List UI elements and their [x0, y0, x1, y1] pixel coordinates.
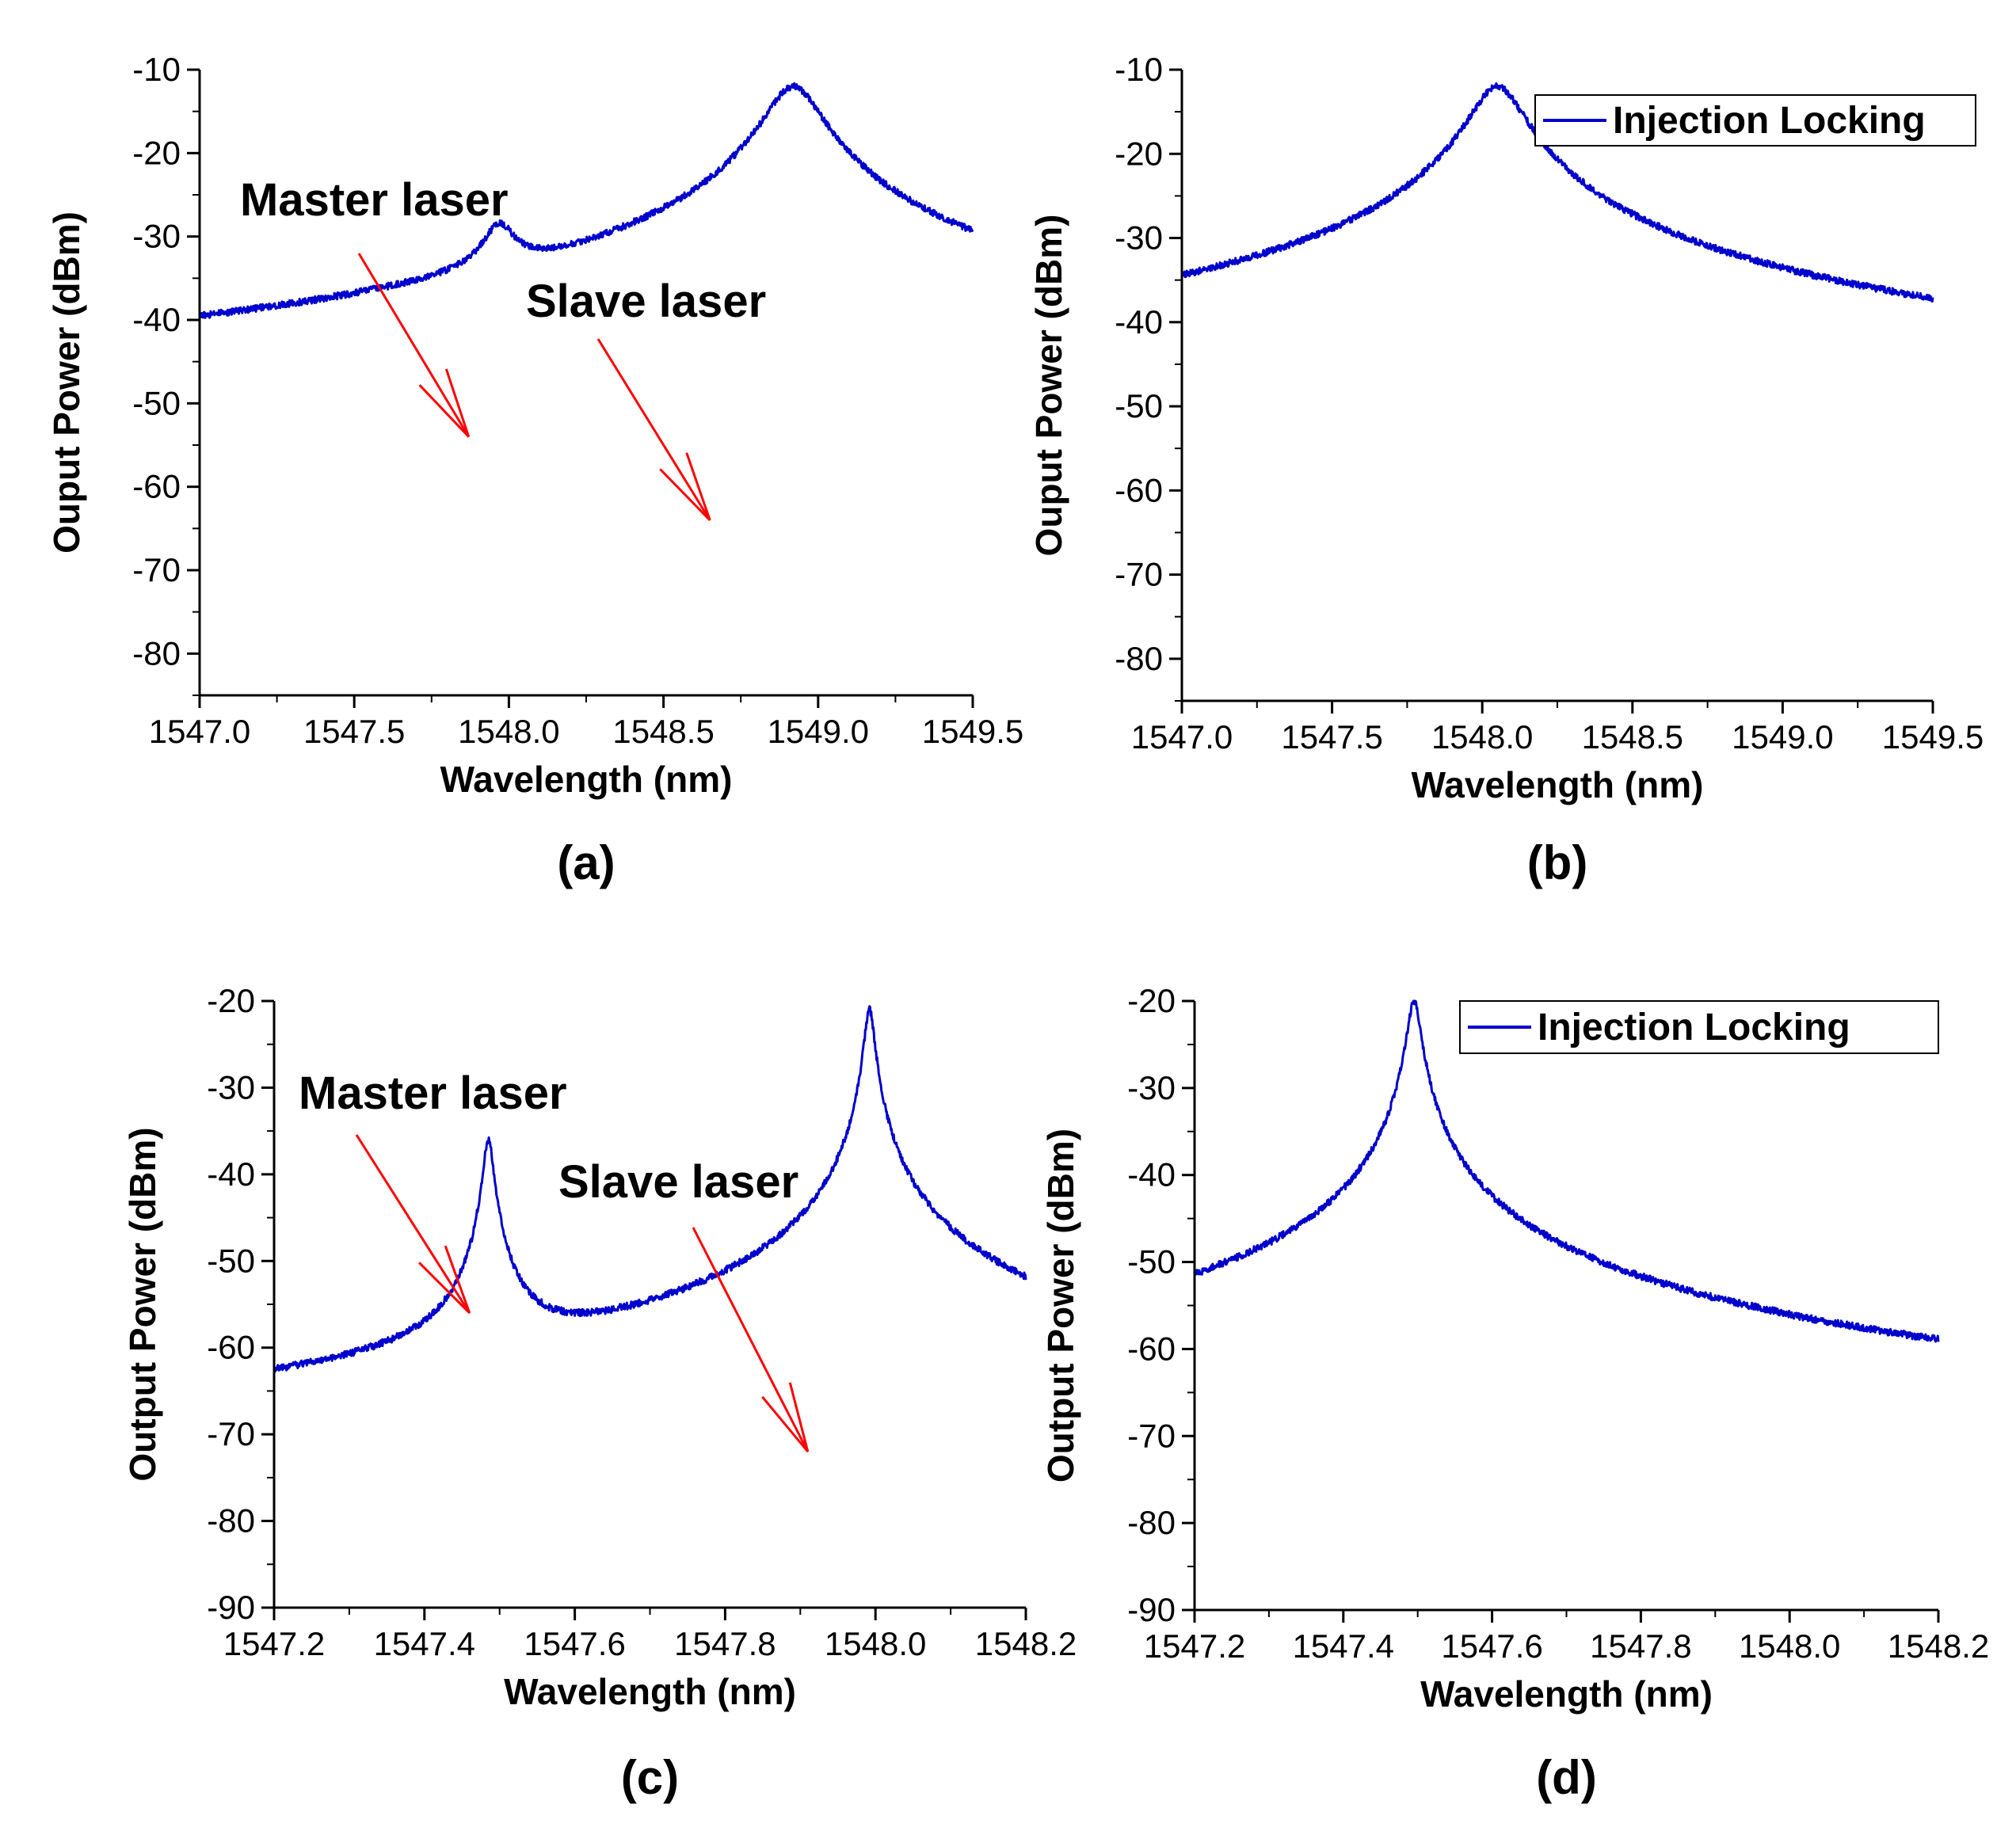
annotation-arrowhead [418, 368, 471, 438]
x-tick-label: 1547.2 [223, 1625, 325, 1662]
y-tick-label: -80 [207, 1502, 255, 1540]
annotation-label: Slave laser [526, 276, 766, 327]
y-tick-label: -20 [207, 982, 255, 1019]
x-tick-label: 1548.0 [1431, 718, 1533, 756]
y-tick-label: -40 [1115, 303, 1163, 341]
chart-panel-2: 1547.2 1547.4 1547.6 1547.8 1548.0 1548.2 -20 -… [122, 982, 1077, 1804]
x-tick-label: 1547.5 [1281, 718, 1382, 756]
y-tick-label: -80 [1127, 1504, 1176, 1541]
y-axis-label: Output Power (dBm) [1040, 1129, 1081, 1483]
x-tick-label: 1548.2 [975, 1625, 1077, 1662]
x-tick-label: 1547.0 [149, 713, 250, 750]
y-axis-label: Output Power (dBm) [122, 1127, 163, 1481]
annotation-label: Slave laser [558, 1156, 798, 1208]
series-line [198, 82, 974, 319]
annotation-arrowhead [761, 1382, 810, 1452]
legend-label: Injection Locking [1613, 100, 1926, 142]
y-tick-label: -70 [207, 1415, 255, 1452]
y-axis-label: Ouput Power (dBm) [1028, 215, 1069, 557]
y-tick-label: -60 [207, 1329, 255, 1366]
x-tick-label: 1548.5 [612, 713, 714, 750]
x-tick-label: 1549.5 [922, 713, 1023, 750]
legend-label: Injection Locking [1538, 1007, 1850, 1049]
y-tick-label: -30 [207, 1068, 255, 1106]
y-tick-label: -70 [1115, 556, 1163, 593]
legend: Injection Locking [1459, 1000, 1939, 1054]
chart-panel-3: 1547.2 1547.4 1547.6 1547.8 1548.0 1548.2 -20 -… [1040, 982, 1989, 1804]
y-tick-label: -60 [1127, 1330, 1176, 1367]
y-tick-label: -50 [132, 384, 181, 421]
y-tick-label: -60 [1115, 471, 1163, 508]
y-tick-label: -60 [132, 468, 181, 505]
x-tick-label: 1547.4 [1293, 1627, 1394, 1665]
series-line [272, 1005, 1027, 1373]
y-tick-label: -20 [1127, 982, 1176, 1019]
annotation-label: Master laser [240, 174, 509, 226]
x-tick-label: 1547.8 [674, 1625, 776, 1662]
x-tick-label: 1549.0 [1732, 718, 1833, 756]
y-tick-label: -90 [1127, 1591, 1176, 1628]
x-tick-label: 1548.0 [1739, 1627, 1840, 1665]
y-tick-label: -40 [132, 301, 181, 338]
annotation-arrow [357, 253, 470, 438]
x-tick-label: 1548.0 [825, 1625, 926, 1662]
panel-label: (d) [1536, 1751, 1597, 1804]
y-tick-label: -10 [132, 51, 181, 88]
y-axis-label: Ouput Power (dBm) [46, 211, 87, 554]
x-tick-label: 1548.0 [458, 713, 559, 750]
chart-panel-0: 1547.0 1547.5 1548.0 1548.5 1549.0 1549.5 -10 -… [46, 51, 1023, 889]
annotation-arrowhead [659, 452, 711, 521]
x-tick-label: 1547.5 [303, 713, 405, 750]
x-tick-label: 1548.5 [1582, 718, 1683, 756]
y-tick-label: -80 [1115, 640, 1163, 677]
x-tick-label: 1547.6 [1441, 1627, 1542, 1665]
y-tick-label: -30 [132, 218, 181, 255]
x-axis-label: Wavelength (nm) [504, 1671, 796, 1712]
series-line [1181, 82, 1934, 303]
annotation-label: Master laser [299, 1068, 567, 1119]
x-tick-label: 1549.5 [1882, 718, 1984, 756]
x-tick-label: 1547.4 [374, 1625, 475, 1662]
y-tick-label: -10 [1115, 51, 1163, 88]
x-tick-label: 1547.8 [1590, 1627, 1691, 1665]
annotation-arrow [596, 338, 711, 521]
x-axis-label: Wavelength (nm) [440, 759, 733, 800]
y-tick-label: -20 [1115, 135, 1163, 172]
y-tick-label: -90 [207, 1589, 255, 1626]
panel-label: (a) [557, 836, 615, 889]
series-line [1193, 999, 1940, 1343]
x-tick-label: 1547.6 [524, 1625, 625, 1662]
x-tick-label: 1547.2 [1144, 1627, 1245, 1665]
legend: Injection Locking [1534, 94, 1976, 147]
x-tick-label: 1548.2 [1888, 1627, 1989, 1665]
y-tick-label: -70 [1127, 1417, 1176, 1454]
y-tick-label: -20 [132, 134, 181, 171]
y-tick-label: -30 [1115, 219, 1163, 257]
y-tick-label: -50 [1127, 1243, 1176, 1281]
x-axis-label: Wavelength (nm) [1420, 1673, 1713, 1715]
panel-label: (b) [1527, 836, 1588, 889]
x-tick-label: 1549.0 [768, 713, 869, 750]
legend-box [1534, 94, 1976, 147]
y-tick-label: -70 [132, 551, 181, 588]
y-tick-label: -50 [1115, 387, 1163, 424]
y-tick-label: -40 [207, 1155, 255, 1193]
y-tick-label: -80 [132, 634, 181, 672]
panel-label: (c) [621, 1751, 679, 1804]
x-axis-label: Wavelength (nm) [1412, 764, 1704, 805]
y-tick-label: -30 [1127, 1069, 1176, 1106]
annotation-arrow [355, 1134, 471, 1314]
annotation-arrow [692, 1227, 810, 1452]
y-tick-label: -50 [207, 1242, 255, 1279]
y-tick-label: -40 [1127, 1156, 1176, 1193]
annotation-arrowhead [418, 1245, 471, 1315]
x-tick-label: 1547.0 [1131, 718, 1233, 756]
chart-panel-1: 1547.0 1547.5 1548.0 1548.5 1549.0 1549.5 -10 -… [1028, 51, 1984, 889]
legend-box [1459, 1000, 1939, 1054]
